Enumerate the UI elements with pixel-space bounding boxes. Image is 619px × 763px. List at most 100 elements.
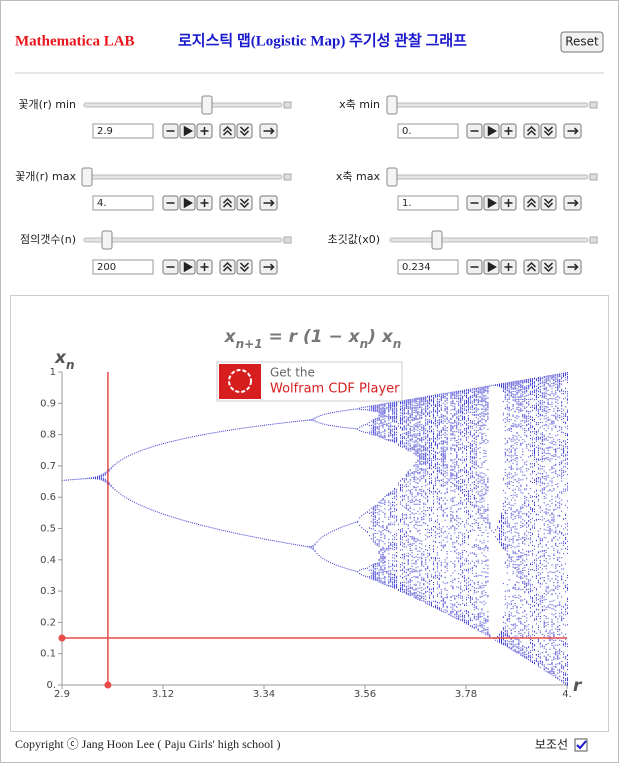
- button-icon[interactable]: [222, 125, 233, 136]
- button-icon[interactable]: [487, 197, 498, 209]
- button-icon[interactable]: [263, 263, 275, 271]
- button-icon[interactable]: [526, 197, 537, 208]
- control-button[interactable]: [196, 259, 213, 275]
- control-button[interactable]: [236, 123, 253, 139]
- control-button[interactable]: [540, 123, 557, 139]
- button-icon[interactable]: [183, 197, 194, 209]
- control-button[interactable]: [219, 195, 236, 211]
- control-button[interactable]: [483, 259, 500, 275]
- value-input[interactable]: [397, 195, 459, 211]
- slider-toggle[interactable]: [589, 236, 598, 244]
- control-button[interactable]: [162, 123, 179, 139]
- button-icon[interactable]: [543, 198, 554, 209]
- control-button[interactable]: [523, 195, 540, 211]
- control-button[interactable]: [219, 123, 236, 139]
- slider-thumb[interactable]: [81, 167, 93, 187]
- control-button[interactable]: [162, 195, 179, 211]
- control-button[interactable]: [500, 195, 517, 211]
- button-icon[interactable]: [222, 261, 233, 272]
- reset-label[interactable]: Reset: [565, 35, 599, 49]
- value-input[interactable]: [92, 259, 154, 275]
- control-button[interactable]: [500, 259, 517, 275]
- button-icon[interactable]: [239, 262, 250, 273]
- button-icon[interactable]: [487, 261, 498, 273]
- value-text[interactable]: 0.234: [402, 262, 431, 273]
- control-button[interactable]: [523, 123, 540, 139]
- control-button[interactable]: [179, 195, 196, 211]
- control-button[interactable]: [259, 195, 278, 211]
- button-icon[interactable]: [222, 197, 233, 208]
- button-icon[interactable]: [263, 199, 275, 207]
- control-button[interactable]: [219, 259, 236, 275]
- value-text[interactable]: 200: [97, 262, 116, 273]
- slider-track[interactable]: [389, 102, 589, 108]
- slider-toggle[interactable]: [283, 236, 292, 244]
- control-button[interactable]: [523, 259, 540, 275]
- control-button[interactable]: [483, 123, 500, 139]
- slider-thumb[interactable]: [101, 230, 113, 250]
- cdf-badge[interactable]: Get the Wolfram CDF Player: [216, 361, 403, 402]
- control-button[interactable]: [483, 195, 500, 211]
- control-button[interactable]: [540, 259, 557, 275]
- control-button[interactable]: [466, 259, 483, 275]
- value-input[interactable]: [397, 123, 459, 139]
- control-button[interactable]: [236, 195, 253, 211]
- button-icon[interactable]: [487, 125, 498, 137]
- control-button[interactable]: [236, 259, 253, 275]
- button-icon[interactable]: [263, 127, 275, 135]
- control-button[interactable]: [563, 123, 582, 139]
- control-button[interactable]: [179, 123, 196, 139]
- control-button[interactable]: [259, 123, 278, 139]
- slider-toggle[interactable]: [589, 101, 598, 109]
- slider-track[interactable]: [83, 174, 283, 180]
- slider-track[interactable]: [389, 174, 589, 180]
- button-icon[interactable]: [526, 261, 537, 272]
- value-text[interactable]: 1.: [402, 198, 412, 209]
- button-icon[interactable]: [183, 125, 194, 137]
- slider-track[interactable]: [83, 102, 283, 108]
- value-text[interactable]: 2.9: [97, 126, 113, 137]
- checkmark[interactable]: [576, 740, 587, 750]
- button-icon[interactable]: [567, 199, 579, 207]
- value-text[interactable]: 0.: [402, 126, 412, 137]
- slider-track[interactable]: [389, 237, 589, 243]
- button-icon[interactable]: [239, 198, 250, 209]
- slider-thumb[interactable]: [386, 167, 398, 187]
- button-icon[interactable]: [567, 263, 579, 271]
- slider-track[interactable]: [83, 237, 283, 243]
- button-icon[interactable]: [543, 126, 554, 137]
- badge-line1[interactable]: Get the: [270, 366, 315, 380]
- slider-thumb[interactable]: [431, 230, 443, 250]
- slider-toggle[interactable]: [283, 173, 292, 181]
- control-button[interactable]: [179, 259, 196, 275]
- control-button[interactable]: [500, 123, 517, 139]
- reset-button[interactable]: [560, 31, 604, 53]
- control-button[interactable]: [466, 195, 483, 211]
- slider-thumb[interactable]: [201, 95, 213, 115]
- button-icon[interactable]: [200, 199, 209, 207]
- control-button[interactable]: [259, 259, 278, 275]
- value-input[interactable]: [92, 123, 154, 139]
- value-text[interactable]: 4.: [97, 198, 107, 209]
- button-icon[interactable]: [504, 199, 513, 207]
- button-icon[interactable]: [200, 263, 209, 271]
- badge-line2[interactable]: Wolfram CDF Player: [270, 382, 400, 397]
- button-icon[interactable]: [200, 127, 209, 135]
- button-icon[interactable]: [504, 263, 513, 271]
- control-button[interactable]: [466, 123, 483, 139]
- slider-toggle[interactable]: [589, 173, 598, 181]
- button-icon[interactable]: [239, 126, 250, 137]
- slider-toggle[interactable]: [283, 101, 292, 109]
- button-icon[interactable]: [567, 127, 579, 135]
- value-input[interactable]: [397, 259, 459, 275]
- button-icon[interactable]: [504, 127, 513, 135]
- button-icon[interactable]: [183, 261, 194, 273]
- button-icon[interactable]: [543, 262, 554, 273]
- badge-swirl[interactable]: [228, 369, 252, 393]
- control-button[interactable]: [162, 259, 179, 275]
- control-button[interactable]: [196, 123, 213, 139]
- button-icon[interactable]: [526, 125, 537, 136]
- control-button[interactable]: [563, 195, 582, 211]
- control-button[interactable]: [196, 195, 213, 211]
- value-input[interactable]: [92, 195, 154, 211]
